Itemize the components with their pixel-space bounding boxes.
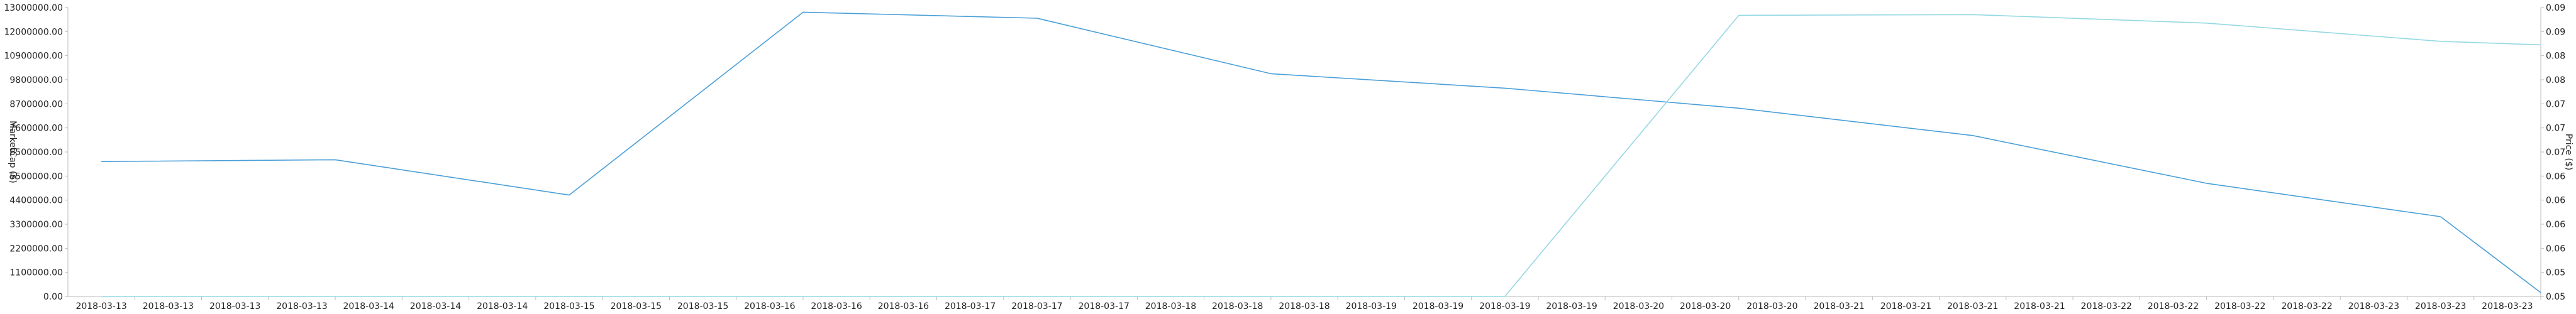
x-tick-label: 2018-03-20	[1680, 301, 1731, 311]
series-layer	[101, 11, 2541, 297]
y-right-tick-label: 0.06	[2546, 196, 2565, 206]
y-left-axis: 0.00 1100000.00 2200000.00 3300000.00 440000…	[4, 3, 68, 302]
y-left-tick-label: 4400000.00	[9, 196, 63, 206]
x-tick-label: 2018-03-20	[1746, 301, 1797, 311]
y-right-tick-label: 0.09	[2546, 27, 2565, 37]
series-line-left-0	[101, 11, 2441, 217]
y-left-tick-label: 9800000.00	[9, 75, 63, 85]
y-left-tick-label: 6500000.00	[9, 148, 63, 158]
y-left-tick-label: 10900000.00	[4, 51, 63, 62]
x-tick-label: 2018-03-22	[2214, 301, 2265, 311]
x-tick-label: 2018-03-16	[811, 301, 862, 311]
y-right-tick-label: 0.06	[2546, 220, 2565, 230]
x-tick-label: 2018-03-21	[1813, 301, 1864, 311]
x-tick-label: 2018-03-15	[677, 301, 728, 311]
x-tick-label: 2018-03-13	[276, 301, 327, 311]
x-tick-label: 2018-03-13	[209, 301, 260, 311]
x-axis: 2018-03-13 2018-03-13 2018-03-13 2018-03-13…	[75, 296, 2541, 311]
x-tick-label: 2018-03-23	[2415, 301, 2466, 311]
x-tick-label: 2018-03-19	[1346, 301, 1397, 311]
y-left-tick-label: 5500000.00	[9, 171, 63, 181]
x-tick-label: 2018-03-20	[1613, 301, 1664, 311]
y-right-tick-label: 0.07	[2546, 124, 2565, 134]
y-left-axis-label: MarketCap ($)	[8, 121, 18, 183]
y-right-tick-label: 0.08	[2546, 51, 2565, 62]
y-right-tick-label: 0.08	[2546, 75, 2565, 85]
y-left-tick-label: 8700000.00	[9, 99, 63, 109]
x-tick-label: 2018-03-23	[2482, 301, 2533, 311]
x-tick-label: 2018-03-14	[477, 301, 528, 311]
y-right-tick-label: 0.07	[2546, 148, 2565, 158]
y-right-tick-label: 0.07	[2546, 99, 2565, 109]
x-tick-label: 2018-03-13	[143, 301, 194, 311]
x-tick-label: 2018-03-22	[2281, 301, 2332, 311]
x-tick-label: 2018-03-15	[543, 301, 594, 311]
x-tick-label: 2018-03-18	[1212, 301, 1263, 311]
y-left-tick-label: 12000000.00	[4, 27, 63, 37]
y-left-tick-label: 7600000.00	[9, 124, 63, 134]
x-tick-label: 2018-03-14	[343, 301, 394, 311]
x-tick-label: 2018-03-17	[1011, 301, 1062, 311]
series-line-left-1	[2440, 216, 2541, 293]
y-right-tick-label: 0.05	[2546, 268, 2565, 278]
x-tick-label: 2018-03-15	[611, 301, 662, 311]
x-tick-label: 2018-03-22	[2148, 301, 2199, 311]
x-tick-label: 2018-03-19	[1479, 301, 1530, 311]
x-tick-label: 2018-03-19	[1546, 301, 1597, 311]
y-right-tick-label: 0.06	[2546, 171, 2565, 181]
y-right-axis: 0.05 0.05 0.06 0.06 0.06 0.06 0.07 0.07 0.07 0.08…	[2541, 3, 2565, 302]
x-tick-label: 2018-03-19	[1413, 301, 1463, 311]
x-tick-label: 2018-03-21	[2014, 301, 2065, 311]
x-tick-label: 2018-03-21	[1947, 301, 1998, 311]
x-tick-label: 2018-03-17	[945, 301, 996, 311]
x-tick-label: 2018-03-16	[744, 301, 795, 311]
y-left-tick-label: 3300000.00	[9, 220, 63, 230]
y-left-tick-label: 0.00	[43, 292, 63, 302]
y-right-tick-label: 0.06	[2546, 244, 2565, 254]
y-right-axis-label: Price ($)	[2563, 134, 2573, 170]
x-tick-label: 2018-03-21	[1880, 301, 1931, 311]
y-left-tick-label: 2200000.00	[9, 244, 63, 254]
x-tick-label: 2018-03-23	[2348, 301, 2399, 311]
y-left-tick-label: 13000000.00	[4, 3, 63, 13]
x-tick-label: 2018-03-13	[75, 301, 126, 311]
x-tick-label: 2018-03-18	[1145, 301, 1196, 311]
y-right-tick-label: 0.05	[2546, 292, 2565, 302]
x-tick-label: 2018-03-14	[410, 301, 461, 311]
x-tick-label: 2018-03-22	[2081, 301, 2132, 311]
x-tick-label: 2018-03-18	[1279, 301, 1330, 311]
series-line-right-2	[101, 14, 2541, 297]
y-left-tick-label: 1100000.00	[9, 268, 63, 278]
x-tick-label: 2018-03-17	[1079, 301, 1130, 311]
x-tick-label: 2018-03-16	[878, 301, 929, 311]
y-right-tick-label: 0.09	[2546, 3, 2565, 13]
